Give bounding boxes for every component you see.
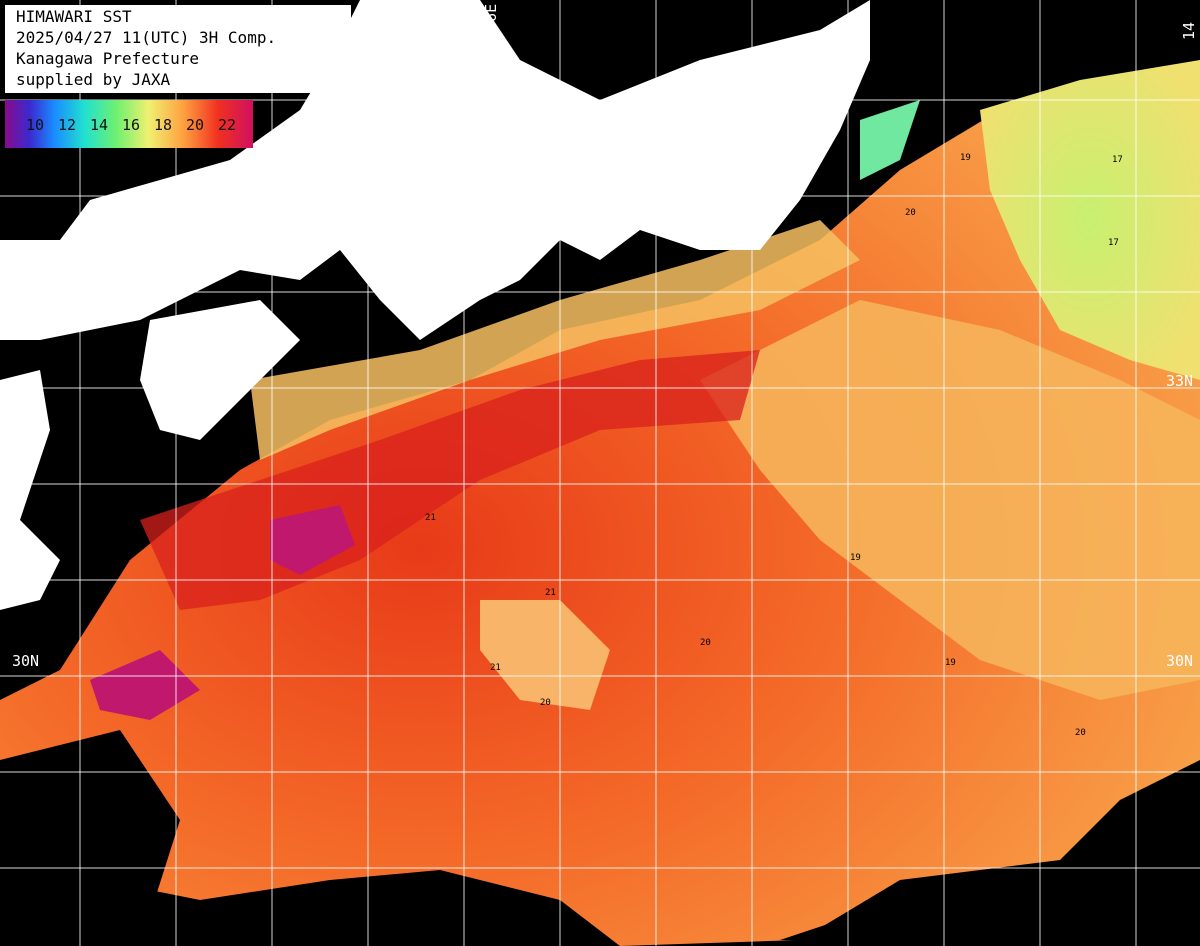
contour-label: 19	[850, 553, 861, 563]
lon-label: 14	[1180, 22, 1198, 40]
colorbar-label: 22	[218, 116, 236, 134]
cloud	[780, 900, 1000, 946]
header-line: supplied by JAXA	[16, 70, 170, 89]
sea-warm	[0, 60, 1200, 946]
colorbar-labels: 10 12 14 16 18 20 22	[26, 116, 236, 134]
contour-label: 20	[700, 638, 711, 648]
land-honshu	[0, 0, 870, 340]
contour-label: 19	[945, 658, 956, 668]
sea-cool	[980, 60, 1200, 380]
colorbar-label: 20	[186, 116, 204, 134]
contour-label: 21	[545, 588, 556, 598]
contour-label: 17	[1108, 238, 1119, 248]
lat-label: 33N	[1166, 372, 1193, 390]
land-kyushu	[0, 370, 60, 610]
lat-label: 30N	[1166, 652, 1193, 670]
warm-core	[90, 650, 200, 720]
colorbar-label: 14	[90, 116, 108, 134]
contour-label: 21	[425, 513, 436, 523]
header-line: HIMAWARI SST	[16, 7, 132, 26]
warm-core	[270, 505, 355, 575]
lon-label: 136E	[482, 4, 500, 40]
coastal-cool	[250, 220, 860, 460]
colorbar-label: 16	[122, 116, 140, 134]
colorbar	[5, 100, 253, 148]
colorbar-label: 18	[154, 116, 172, 134]
contour-label: 21	[490, 663, 501, 673]
colorbar-label: 12	[58, 116, 76, 134]
contour-labels: 19 20 21 21 20 19 17 17 20 21 19 20	[425, 153, 1123, 738]
contour-label: 20	[540, 698, 551, 708]
contour-label: 19	[960, 153, 971, 163]
lat-label: 30N	[12, 652, 39, 670]
eddy	[480, 600, 610, 710]
cloud	[0, 730, 180, 946]
header-box	[5, 5, 351, 93]
sea-mild	[700, 300, 1200, 700]
colorbar-label: 10	[26, 116, 44, 134]
contour-label: 20	[1075, 728, 1086, 738]
cold-patch	[860, 100, 920, 180]
cloud	[1050, 760, 1200, 946]
land-shikoku	[140, 300, 300, 440]
contour-label: 20	[905, 208, 916, 218]
header-line: Kanagawa Prefecture	[16, 49, 199, 68]
contour-label: 17	[1112, 155, 1123, 165]
header-line: 2025/04/27 11(UTC) 3H Comp.	[16, 28, 276, 47]
